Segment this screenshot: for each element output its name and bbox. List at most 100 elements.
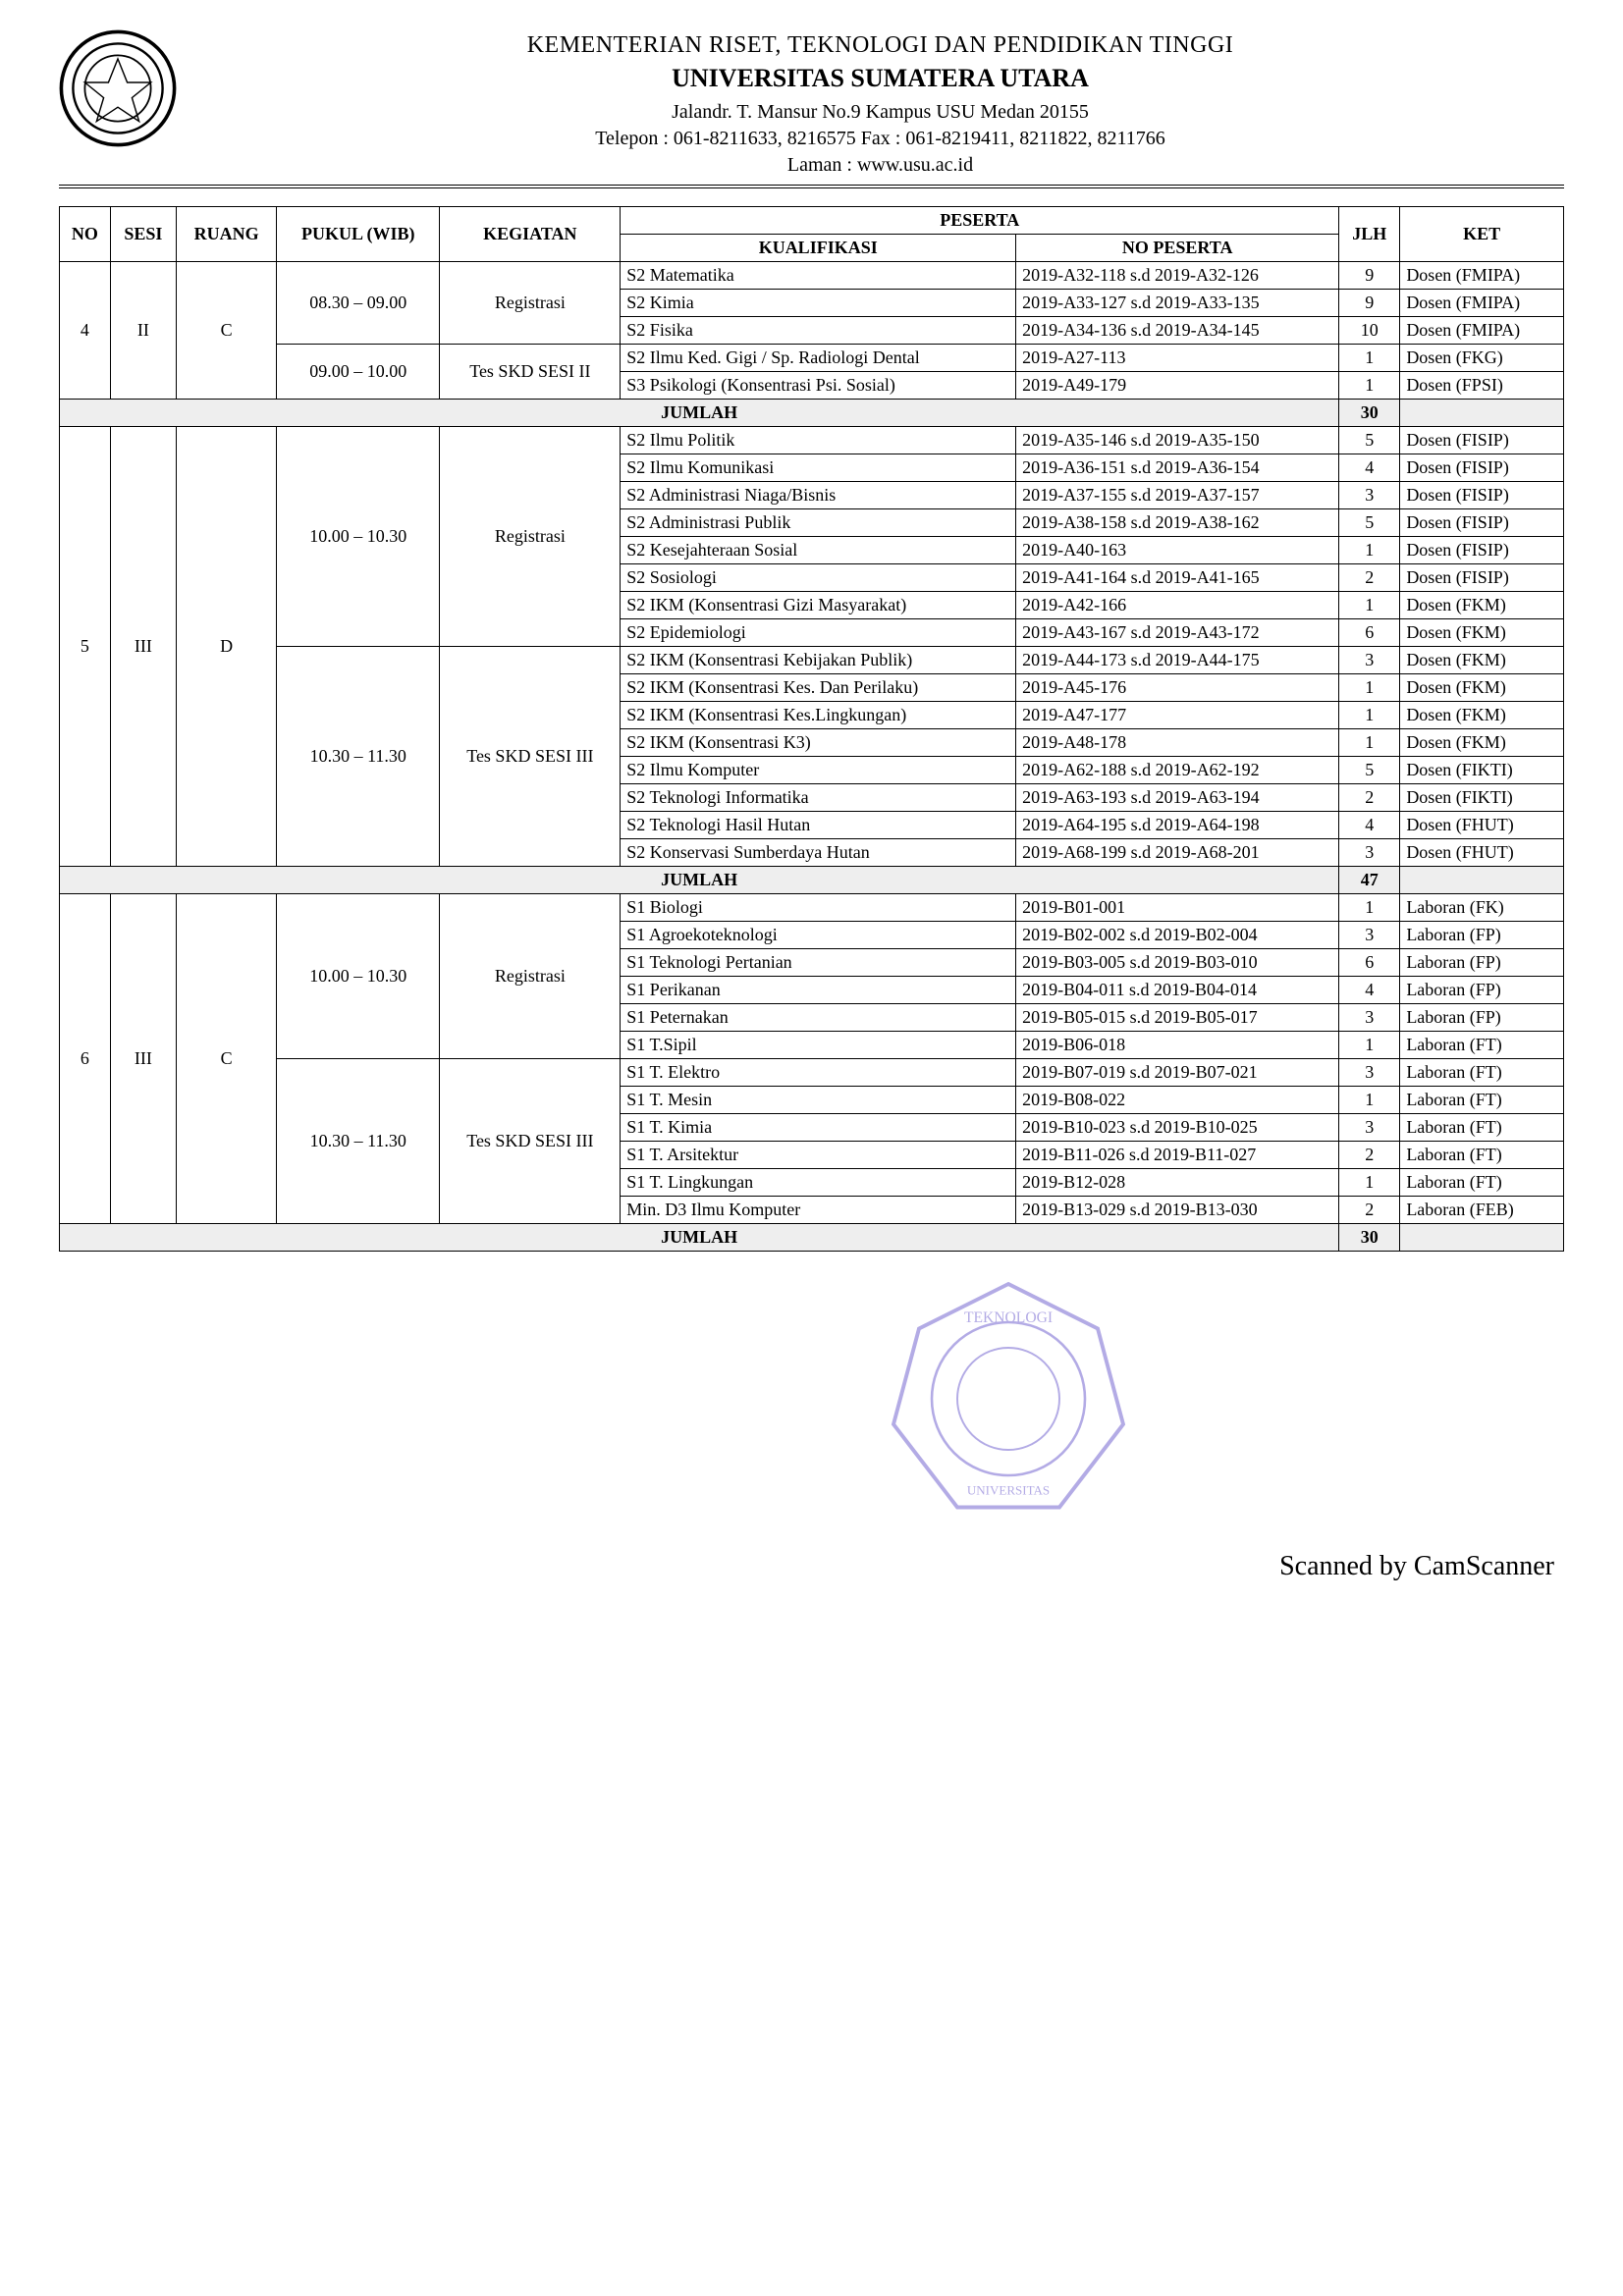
cell-jlh: 9 (1339, 262, 1400, 290)
cell-kualifikasi: S2 Ilmu Komputer (621, 757, 1016, 784)
cell-ket: Dosen (FHUT) (1400, 839, 1564, 867)
cell-kualifikasi: S2 Fisika (621, 317, 1016, 345)
university-logo (59, 29, 177, 147)
cell-nopeserta: 2019-A36-151 s.d 2019-A36-154 (1016, 454, 1339, 482)
cell-ket: Dosen (FIKTI) (1400, 784, 1564, 812)
jumlah-row: JUMLAH30 (60, 400, 1564, 427)
cell-kualifikasi: S1 T. Kimia (621, 1114, 1016, 1142)
cell-ket: Dosen (FIKTI) (1400, 757, 1564, 784)
cell-sesi: III (110, 427, 176, 867)
cell-jlh: 5 (1339, 757, 1400, 784)
cell-nopeserta: 2019-A34-136 s.d 2019-A34-145 (1016, 317, 1339, 345)
cell-jlh: 6 (1339, 619, 1400, 647)
cell-jlh: 3 (1339, 922, 1400, 949)
ministry-line: KEMENTERIAN RISET, TEKNOLOGI DAN PENDIDI… (196, 29, 1564, 61)
cell-jlh: 3 (1339, 1004, 1400, 1032)
cell-nopeserta: 2019-A37-155 s.d 2019-A37-157 (1016, 482, 1339, 509)
col-pukul: PUKUL (WIB) (277, 207, 440, 262)
jumlah-pad (1400, 867, 1564, 894)
table-row: 4IIC08.30 – 09.00RegistrasiS2 Matematika… (60, 262, 1564, 290)
cell-kegiatan: Registrasi (440, 427, 621, 647)
cell-jlh: 1 (1339, 537, 1400, 564)
cell-nopeserta: 2019-A41-164 s.d 2019-A41-165 (1016, 564, 1339, 592)
cell-jlh: 1 (1339, 345, 1400, 372)
cell-nopeserta: 2019-B05-015 s.d 2019-B05-017 (1016, 1004, 1339, 1032)
cell-kualifikasi: S1 T. Elektro (621, 1059, 1016, 1087)
cell-nopeserta: 2019-A68-199 s.d 2019-A68-201 (1016, 839, 1339, 867)
cell-nopeserta: 2019-A27-113 (1016, 345, 1339, 372)
cell-jlh: 2 (1339, 1142, 1400, 1169)
cell-ket: Dosen (FISIP) (1400, 427, 1564, 454)
cell-kualifikasi: S2 IKM (Konsentrasi Kes. Dan Perilaku) (621, 674, 1016, 702)
cell-ket: Dosen (FKM) (1400, 592, 1564, 619)
table-body: 4IIC08.30 – 09.00RegistrasiS2 Matematika… (60, 262, 1564, 1252)
table-header: NO SESI RUANG PUKUL (WIB) KEGIATAN PESER… (60, 207, 1564, 262)
jumlah-value: 30 (1339, 400, 1400, 427)
cell-jlh: 2 (1339, 1197, 1400, 1224)
cell-ket: Dosen (FKM) (1400, 619, 1564, 647)
phone-line: Telepon : 061-8211633, 8216575 Fax : 061… (196, 126, 1564, 152)
col-jlh: JLH (1339, 207, 1400, 262)
cell-ket: Dosen (FISIP) (1400, 454, 1564, 482)
cell-nopeserta: 2019-A64-195 s.d 2019-A64-198 (1016, 812, 1339, 839)
cell-jlh: 6 (1339, 949, 1400, 977)
col-peserta: PESERTA (621, 207, 1339, 235)
cell-kualifikasi: S1 T.Sipil (621, 1032, 1016, 1059)
cell-kualifikasi: Min. D3 Ilmu Komputer (621, 1197, 1016, 1224)
cell-kualifikasi: S1 T. Arsitektur (621, 1142, 1016, 1169)
cell-ket: Dosen (FHUT) (1400, 812, 1564, 839)
col-kualifikasi: KUALIFIKASI (621, 235, 1016, 262)
col-no: NO (60, 207, 111, 262)
cell-pukul: 10.00 – 10.30 (277, 427, 440, 647)
cell-kualifikasi: S2 Matematika (621, 262, 1016, 290)
cell-jlh: 1 (1339, 702, 1400, 729)
cell-ruang: C (177, 262, 277, 400)
cell-ket: Dosen (FISIP) (1400, 564, 1564, 592)
cell-kualifikasi: S2 Kimia (621, 290, 1016, 317)
cell-nopeserta: 2019-A47-177 (1016, 702, 1339, 729)
cell-pukul: 10.00 – 10.30 (277, 894, 440, 1059)
cell-ket: Dosen (FMIPA) (1400, 262, 1564, 290)
cell-nopeserta: 2019-A43-167 s.d 2019-A43-172 (1016, 619, 1339, 647)
cell-kualifikasi: S2 Teknologi Informatika (621, 784, 1016, 812)
cell-nopeserta: 2019-A38-158 s.d 2019-A38-162 (1016, 509, 1339, 537)
cell-nopeserta: 2019-B02-002 s.d 2019-B02-004 (1016, 922, 1339, 949)
cell-ket: Laboran (FT) (1400, 1059, 1564, 1087)
cell-nopeserta: 2019-B06-018 (1016, 1032, 1339, 1059)
cell-pukul: 09.00 – 10.00 (277, 345, 440, 400)
cell-kualifikasi: S2 Sosiologi (621, 564, 1016, 592)
header-text: KEMENTERIAN RISET, TEKNOLOGI DAN PENDIDI… (196, 29, 1564, 179)
jumlah-label: JUMLAH (60, 400, 1339, 427)
cell-ket: Dosen (FMIPA) (1400, 317, 1564, 345)
cell-jlh: 9 (1339, 290, 1400, 317)
address-line: Jalandr. T. Mansur No.9 Kampus USU Medan… (196, 99, 1564, 126)
cell-kegiatan: Registrasi (440, 262, 621, 345)
cell-jlh: 1 (1339, 1032, 1400, 1059)
cell-kegiatan: Tes SKD SESI III (440, 1059, 621, 1224)
cell-kegiatan: Tes SKD SESI III (440, 647, 621, 867)
document-header: KEMENTERIAN RISET, TEKNOLOGI DAN PENDIDI… (59, 29, 1564, 188)
cell-nopeserta: 2019-B10-023 s.d 2019-B10-025 (1016, 1114, 1339, 1142)
cell-kualifikasi: S3 Psikologi (Konsentrasi Psi. Sosial) (621, 372, 1016, 400)
cell-kualifikasi: S2 IKM (Konsentrasi Gizi Masyarakat) (621, 592, 1016, 619)
cell-jlh: 1 (1339, 372, 1400, 400)
cell-kegiatan: Registrasi (440, 894, 621, 1059)
table-row: 09.00 – 10.00Tes SKD SESI IIS2 Ilmu Ked.… (60, 345, 1564, 372)
col-ruang: RUANG (177, 207, 277, 262)
cell-jlh: 10 (1339, 317, 1400, 345)
cell-nopeserta: 2019-A32-118 s.d 2019-A32-126 (1016, 262, 1339, 290)
cell-kualifikasi: S2 IKM (Konsentrasi Kes.Lingkungan) (621, 702, 1016, 729)
scanned-by-label: Scanned by CamScanner (59, 1551, 1564, 1582)
cell-nopeserta: 2019-A40-163 (1016, 537, 1339, 564)
cell-pukul: 10.30 – 11.30 (277, 1059, 440, 1224)
jumlah-value: 30 (1339, 1224, 1400, 1252)
cell-ket: Dosen (FKM) (1400, 729, 1564, 757)
cell-kualifikasi: S1 Perikanan (621, 977, 1016, 1004)
stamp-area: TEKNOLOGI UNIVERSITAS (59, 1271, 1564, 1531)
jumlah-value: 47 (1339, 867, 1400, 894)
cell-kualifikasi: S2 Teknologi Hasil Hutan (621, 812, 1016, 839)
cell-kualifikasi: S1 T. Mesin (621, 1087, 1016, 1114)
cell-nopeserta: 2019-B03-005 s.d 2019-B03-010 (1016, 949, 1339, 977)
cell-jlh: 1 (1339, 894, 1400, 922)
cell-sesi: III (110, 894, 176, 1224)
